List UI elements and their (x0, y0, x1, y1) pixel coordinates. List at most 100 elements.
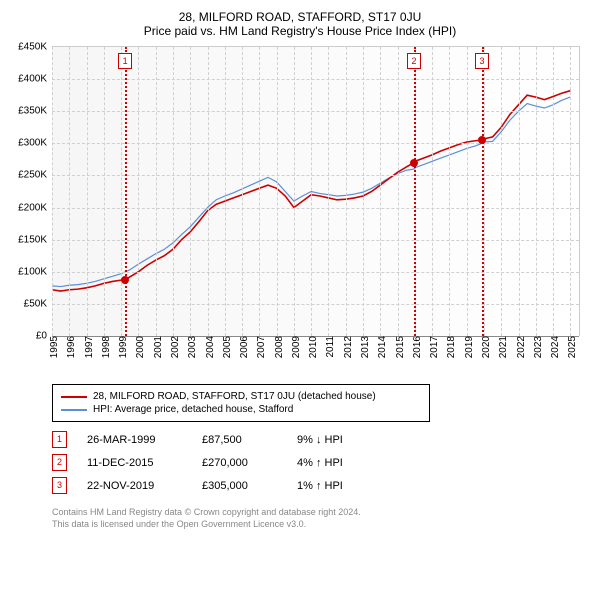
x-tick-label: 2012 (338, 336, 354, 358)
legend-label: HPI: Average price, detached house, Staf… (93, 404, 293, 415)
grid-line-v (259, 47, 260, 336)
y-tick-label: £150K (18, 234, 52, 245)
chart-title-line1: 28, MILFORD ROAD, STAFFORD, ST17 0JU (10, 10, 590, 24)
sale-event-date: 22-NOV-2019 (87, 480, 182, 492)
chart-title-block: 28, MILFORD ROAD, STAFFORD, ST17 0JU Pri… (10, 10, 590, 38)
chart-title-line2: Price paid vs. HM Land Registry's House … (10, 24, 590, 38)
grid-line-v (294, 47, 295, 336)
sale-marker-dot (121, 276, 129, 284)
grid-line-v (104, 47, 105, 336)
grid-line-v (467, 47, 468, 336)
sale-event-date: 11-DEC-2015 (87, 457, 182, 469)
sale-event-row: 322-NOV-2019£305,0001% ↑ HPI (52, 474, 590, 497)
grid-line-h (52, 240, 579, 241)
x-tick-label: 2008 (269, 336, 285, 358)
grid-line-v (277, 47, 278, 336)
y-tick-label: £100K (18, 266, 52, 277)
grid-line-v (311, 47, 312, 336)
x-tick-label: 1996 (61, 336, 77, 358)
y-tick-label: £450K (18, 42, 52, 53)
y-tick-label: £200K (18, 202, 52, 213)
grid-line-v (570, 47, 571, 336)
sale-event-price: £270,000 (202, 457, 277, 469)
x-tick-label: 2002 (165, 336, 181, 358)
sale-event-price: £87,500 (202, 434, 277, 446)
grid-line-v (69, 47, 70, 336)
grid-line-h (52, 208, 579, 209)
grid-line-v (363, 47, 364, 336)
sale-event-hpi: 4% ↑ HPI (297, 457, 343, 469)
grid-line-v (225, 47, 226, 336)
x-tick-label: 2006 (234, 336, 250, 358)
sale-event-hpi: 9% ↓ HPI (297, 434, 343, 446)
x-tick-label: 1998 (96, 336, 112, 358)
x-tick-label: 2005 (217, 336, 233, 358)
sale-event-date: 26-MAR-1999 (87, 434, 182, 446)
x-tick-label: 2017 (424, 336, 440, 358)
sale-marker-line (125, 47, 127, 336)
grid-line-h (52, 143, 579, 144)
sale-marker-dot (410, 159, 418, 167)
footer-line2: This data is licensed under the Open Gov… (52, 519, 590, 531)
x-tick-label: 2015 (390, 336, 406, 358)
sale-marker-box: 1 (118, 53, 132, 69)
grid-line-h (52, 79, 579, 80)
sale-event-row: 2 11-DEC-2015 £270,000 4% ↑ HPI (52, 451, 590, 474)
sale-marker-line (414, 47, 416, 336)
x-tick-label: 2023 (528, 336, 544, 358)
x-tick-label: 2000 (130, 336, 146, 358)
grid-line-h (52, 304, 579, 305)
grid-line-h (52, 111, 579, 112)
grid-line-v (173, 47, 174, 336)
x-tick-label: 1995 (44, 336, 60, 358)
x-tick-label: 2007 (251, 336, 267, 358)
grid-line-v (52, 47, 53, 336)
sale-marker-box: 2 (407, 53, 421, 69)
legend-box: 28, MILFORD ROAD, STAFFORD, ST17 0JU (de… (52, 384, 430, 422)
x-tick-label: 2018 (441, 336, 457, 358)
x-tick-label: 2009 (286, 336, 302, 358)
legend-row: 28, MILFORD ROAD, STAFFORD, ST17 0JU (de… (61, 390, 421, 403)
grid-line-v (242, 47, 243, 336)
grid-line-v (536, 47, 537, 336)
footer-attribution: Contains HM Land Registry data © Crown c… (52, 507, 590, 530)
grid-line-v (398, 47, 399, 336)
sale-marker-box: 3 (475, 53, 489, 69)
x-tick-label: 2024 (545, 336, 561, 358)
x-tick-label: 2020 (476, 336, 492, 358)
grid-line-v (208, 47, 209, 336)
y-tick-label: £400K (18, 74, 52, 85)
x-tick-label: 2003 (182, 336, 198, 358)
y-tick-label: £50K (24, 298, 52, 309)
grid-line-h (52, 175, 579, 176)
x-tick-label: 2004 (200, 336, 216, 358)
sale-event-marker: 2 (52, 454, 67, 471)
grid-line-v (432, 47, 433, 336)
footer-line1: Contains HM Land Registry data © Crown c… (52, 507, 590, 519)
x-tick-label: 2019 (459, 336, 475, 358)
x-tick-label: 2001 (148, 336, 164, 358)
x-tick-label: 2022 (511, 336, 527, 358)
grid-line-v (346, 47, 347, 336)
plot-area: £0£50K£100K£150K£200K£250K£300K£350K£400… (52, 46, 580, 336)
y-tick-label: £250K (18, 170, 52, 181)
sale-event-marker: 3 (52, 477, 67, 494)
x-tick-label: 2011 (320, 336, 336, 358)
grid-line-v (501, 47, 502, 336)
chart-lines-svg (52, 47, 579, 336)
grid-line-v (380, 47, 381, 336)
legend-label: 28, MILFORD ROAD, STAFFORD, ST17 0JU (de… (93, 391, 376, 402)
sale-events-block: 126-MAR-1999£87,5009% ↓ HPI211-DEC-2015£… (52, 428, 590, 497)
grid-line-v (553, 47, 554, 336)
sale-event-hpi: 1% ↑ HPI (297, 480, 343, 492)
grid-line-v (156, 47, 157, 336)
grid-line-v (519, 47, 520, 336)
grid-line-v (328, 47, 329, 336)
x-tick-label: 1997 (79, 336, 95, 358)
x-tick-label: 2014 (372, 336, 388, 358)
grid-line-v (121, 47, 122, 336)
legend-swatch (61, 396, 87, 398)
grid-line-v (87, 47, 88, 336)
y-tick-label: £300K (18, 138, 52, 149)
x-tick-label: 2021 (493, 336, 509, 358)
